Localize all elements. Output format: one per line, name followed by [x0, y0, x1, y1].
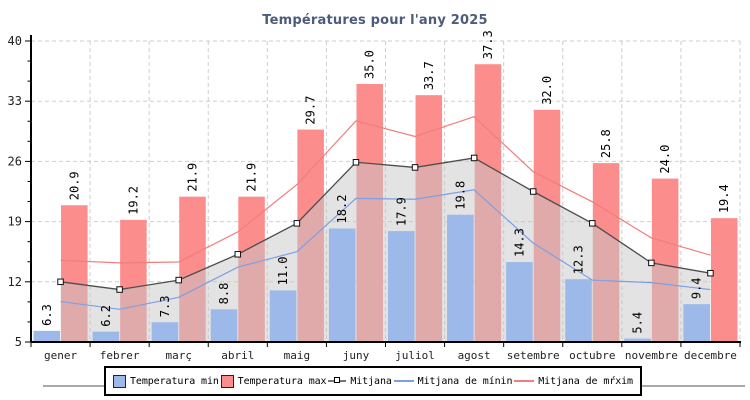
bar-label-min-febrer: 6.2	[99, 305, 113, 327]
chart-legend: Temperatura min Temperatura max Mitjana Mit…	[104, 366, 642, 396]
legend-item-mitjana: Mitjana	[328, 375, 392, 387]
legend-item-mitjana-de-m-xim: Mitjana de mŕxim	[514, 376, 633, 387]
bar-label-max-octubre: 25.8	[599, 129, 613, 158]
bar-label-max-gener: 20.9	[67, 171, 81, 200]
legend-label: Mitjana	[350, 375, 392, 387]
bar-label-min-juny: 18.2	[335, 195, 349, 224]
legend-swatch-line-icon	[393, 380, 414, 382]
mitjana-marker-juny	[352, 159, 360, 166]
x-label-novembre: novembre	[625, 349, 678, 362]
bar-label-min-abril: 8.8	[217, 283, 231, 305]
y-label-26: 26	[8, 154, 22, 168]
x-label-maig: maig	[284, 349, 311, 362]
bar-temp-min-decembre	[683, 304, 710, 341]
bar-temp-min-novembre	[624, 338, 651, 341]
x-label-gener: gener	[44, 349, 77, 362]
mitjana-shaded-band	[60, 157, 711, 341]
bar-temp-min-octubre	[565, 279, 592, 341]
legend-swatch-box-icon	[220, 374, 234, 388]
mitjana-marker-maig	[293, 220, 301, 227]
mitjana-marker-abril	[234, 251, 242, 258]
y-label-5: 5	[15, 335, 22, 349]
bar-label-max-agost: 37.3	[481, 30, 495, 59]
bar-temp-min-abril	[210, 309, 238, 341]
bar-label-max-abril: 21.9	[245, 163, 259, 192]
bar-temp-min-agost	[447, 214, 474, 341]
x-label-juliol: juliol	[395, 349, 435, 362]
x-label-març: març	[165, 349, 192, 362]
legend-label: Temperatura max	[237, 375, 327, 387]
mitjana-marker-setembre	[529, 188, 537, 195]
legend-label: Temperatura min	[130, 375, 219, 387]
bar-temp-min-març	[151, 322, 179, 341]
mitjana-marker-agost	[470, 154, 478, 162]
legend-marker-square-icon	[334, 377, 341, 383]
x-label-abril: abril	[221, 349, 254, 362]
mitjana-marker-novembre	[648, 259, 655, 267]
legend-swatch-box-icon	[113, 374, 126, 388]
bar-label-min-octubre: 12.3	[572, 245, 586, 274]
bar-label-max-juliol: 33.7	[422, 61, 436, 90]
chart-title: Températures pour l'any 2025	[262, 13, 488, 28]
bar-temp-min-juny	[328, 228, 356, 341]
bar-temp-min-maig	[269, 290, 297, 341]
bar-label-min-juliol: 17.9	[394, 197, 408, 226]
bar-label-min-agost: 19.8	[453, 181, 467, 210]
bar-label-max-novembre: 24.0	[658, 145, 672, 174]
bar-label-min-novembre: 5.4	[631, 312, 645, 334]
legend-swatch-line-icon	[514, 380, 535, 382]
legend-label: Mitjana de mŕxim	[538, 375, 633, 387]
legend-item-temperatura-max: Temperatura max	[220, 374, 327, 388]
y-label-12: 12	[8, 275, 22, 289]
bar-temp-min-juliol	[388, 231, 415, 341]
y-label-40: 40	[8, 34, 22, 48]
bar-label-min-setembre: 14.3	[512, 228, 526, 257]
bar-label-max-maig: 29.7	[304, 96, 318, 125]
line-mitjana	[60, 157, 711, 291]
x-label-decembre: decembre	[684, 349, 737, 362]
mitjana-marker-octubre	[589, 220, 596, 227]
bar-label-min-maig: 11.0	[276, 256, 290, 285]
bar-temp-min-febrer	[92, 331, 120, 341]
x-label-agost: agost	[458, 349, 491, 362]
bar-temp-min-setembre	[506, 262, 533, 341]
x-label-juny: juny	[343, 349, 370, 362]
x-label-febrer: febrer	[100, 349, 140, 362]
bar-label-max-febrer: 19.2	[126, 186, 140, 215]
legend-swatch-marker-icon	[328, 377, 347, 383]
y-label-33: 33	[8, 94, 22, 108]
mitjana-marker-decembre	[707, 269, 714, 277]
bar-label-min-març: 7.3	[158, 296, 172, 318]
bar-label-max-març: 21.9	[185, 163, 199, 192]
line-mitjana-max	[60, 115, 711, 264]
x-label-octubre: octubre	[569, 349, 615, 362]
bar-label-min-gener: 6.3	[40, 304, 54, 326]
mitjana-marker-març	[175, 276, 182, 284]
bar-temp-min-gener	[33, 330, 61, 341]
bar-temp-max-decembre	[710, 218, 738, 341]
x-label-setembre: setembre	[507, 349, 560, 362]
bar-label-min-decembre: 9.4	[690, 277, 704, 299]
legend-item-mitjana-de-m-nin: Mitjana de mínin	[393, 375, 513, 387]
bar-label-max-juny: 35.0	[363, 50, 377, 79]
y-label-19: 19	[8, 215, 22, 229]
mitjana-marker-juliol	[411, 164, 419, 171]
legend-label: Mitjana de mínin	[417, 375, 513, 387]
bar-label-max-setembre: 32.0	[540, 76, 554, 105]
mitjana-marker-febrer	[116, 286, 123, 293]
line-mitjana-min	[60, 189, 711, 310]
bar-label-max-decembre: 19.4	[717, 184, 731, 213]
legend-item-temperatura-min: Temperatura min	[113, 374, 219, 388]
mitjana-marker-gener	[57, 278, 64, 286]
